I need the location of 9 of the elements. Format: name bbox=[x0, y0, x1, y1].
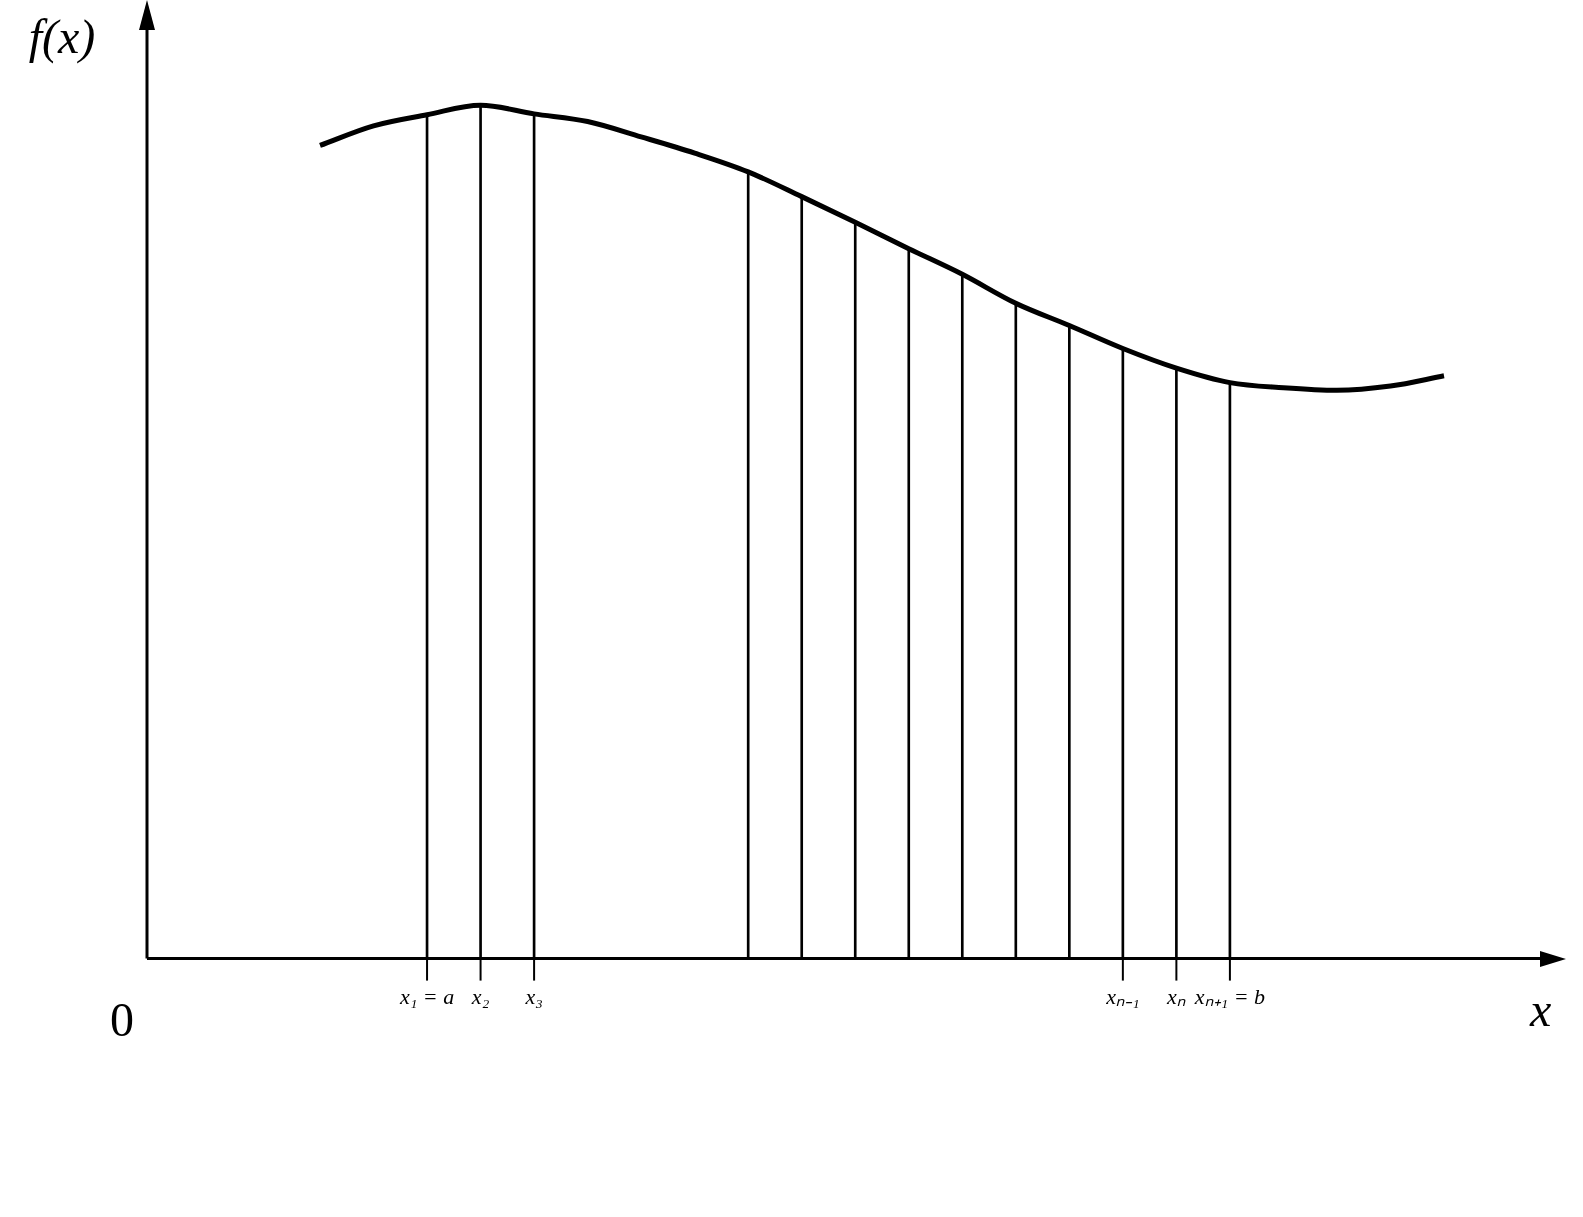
x-tick-label: x₁ = a bbox=[398, 983, 455, 1009]
x-tick-label: xₙ₊₁ = b bbox=[1193, 983, 1266, 1009]
x-tick-label: x₃ bbox=[524, 983, 543, 1009]
x-tick-label: xₙ bbox=[1166, 983, 1186, 1009]
x-tick-label: xₙ₋₁ bbox=[1105, 983, 1140, 1009]
x-tick-label: x₂ bbox=[470, 983, 490, 1009]
x-axis-title: x bbox=[1529, 983, 1552, 1037]
text: 0 bbox=[110, 993, 134, 1047]
y-axis-title: f(x) bbox=[28, 9, 96, 64]
